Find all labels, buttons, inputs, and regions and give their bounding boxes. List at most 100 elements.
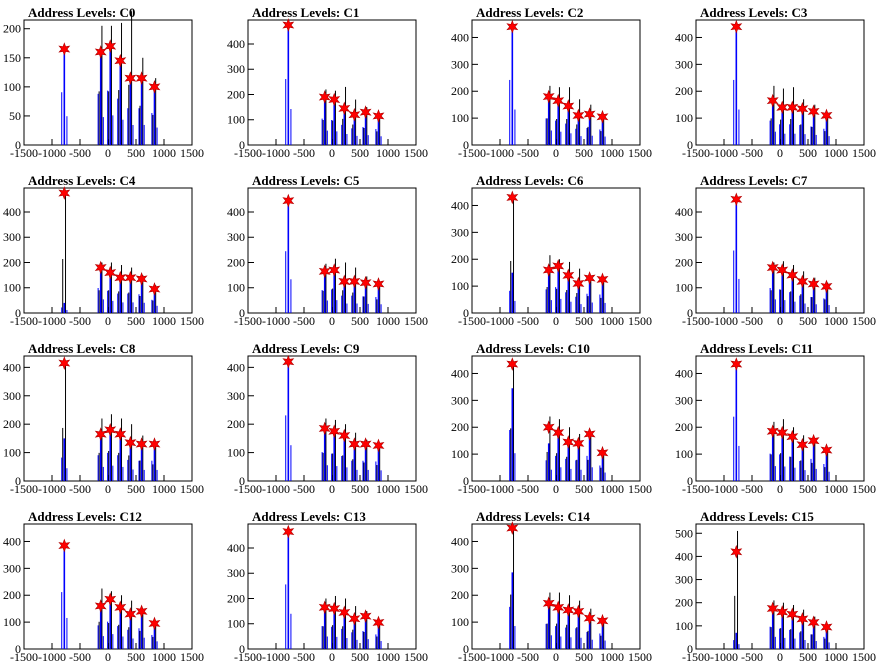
x-tick-label: 1000 [824, 650, 848, 664]
x-tick-label: -1000 [710, 146, 738, 160]
y-tick-label: 300 [675, 573, 693, 587]
x-tick-label: 500 [127, 482, 145, 496]
peak-marker [820, 108, 833, 123]
y-tick-label: 300 [451, 561, 469, 575]
y-tick-label: 300 [675, 57, 693, 71]
x-tick-label: 0 [329, 146, 335, 160]
x-tick-label: -500 [741, 650, 763, 664]
peak-marker [596, 109, 609, 124]
y-tick-label: 400 [3, 360, 21, 374]
y-tick-label: 300 [227, 389, 245, 403]
x-tick-label: 1000 [600, 314, 624, 328]
x-tick-label: -1500 [234, 650, 262, 664]
x-tick-label: 500 [351, 146, 369, 160]
x-tick-label: 0 [777, 146, 783, 160]
peak-marker [338, 274, 351, 289]
x-tick-label: 1000 [152, 146, 176, 160]
y-tick-label: 100 [451, 279, 469, 293]
peak-marker [114, 270, 127, 285]
y-tick-label: 100 [3, 615, 21, 629]
x-tick-label: 0 [777, 314, 783, 328]
x-tick-label: -500 [69, 314, 91, 328]
subplot-10: Address Levels: C10 0 100 200 300 400 -1500 -10… [451, 341, 652, 496]
peak-marker [58, 186, 71, 200]
y-tick-label: 100 [451, 447, 469, 461]
peak-marker [786, 268, 799, 282]
subplot-13: Address Levels: C13 0 100 200 300 400 -1500 -10… [227, 509, 428, 664]
peak-marker [135, 71, 148, 86]
peak-marker [572, 276, 585, 291]
peak-marker [807, 433, 820, 448]
peak-marker [328, 92, 341, 107]
y-tick-label: 100 [227, 113, 245, 127]
x-tick-label: 500 [575, 650, 593, 664]
peak-marker [786, 100, 799, 115]
x-tick-label: -1000 [262, 314, 290, 328]
y-tick-label: 200 [3, 417, 21, 431]
subplot-12: Address Levels: C12 0 100 200 300 400 -1500 -10… [3, 509, 204, 664]
x-tick-label: -1500 [10, 314, 38, 328]
y-tick-label: 300 [451, 393, 469, 407]
y-tick-label: 300 [451, 225, 469, 239]
peak-marker [282, 354, 295, 369]
x-tick-label: -1000 [710, 482, 738, 496]
y-tick-label: 400 [675, 30, 693, 44]
x-tick-label: 0 [777, 482, 783, 496]
x-tick-label: -500 [69, 482, 91, 496]
peak-marker [148, 79, 161, 94]
subplot-15: Address Levels: C15 0 100 200 300 400 500 -1500… [675, 509, 876, 664]
x-tick-label: -500 [517, 482, 539, 496]
peak-marker [328, 263, 341, 277]
peak-marker [596, 613, 609, 628]
x-tick-label: 1500 [180, 482, 204, 496]
x-tick-label: 0 [553, 146, 559, 160]
peak-marker [372, 277, 385, 291]
y-tick-label: 0 [239, 642, 245, 656]
peak-marker [104, 592, 117, 607]
subplot-9: Address Levels: C9 0 100 200 300 400 -1500 -100… [227, 341, 428, 496]
x-tick-label: -500 [293, 650, 315, 664]
y-tick-label: 400 [451, 198, 469, 212]
y-tick-label: 400 [675, 366, 693, 380]
peak-marker [94, 260, 107, 275]
y-tick-label: 100 [451, 111, 469, 125]
x-tick-label: 1500 [628, 314, 652, 328]
y-tick-label: 300 [3, 389, 21, 403]
peak-marker [114, 427, 127, 441]
x-tick-label: 0 [553, 482, 559, 496]
x-tick-label: -1000 [262, 650, 290, 664]
peak-marker [572, 108, 585, 123]
peak-marker [282, 524, 295, 539]
peak-marker [583, 611, 596, 625]
peak-marker [338, 428, 351, 443]
peak-marker [338, 605, 351, 620]
x-tick-label: 0 [329, 482, 335, 496]
x-tick-label: 1500 [628, 650, 652, 664]
x-tick-label: -1500 [234, 314, 262, 328]
y-tick-label: 100 [675, 447, 693, 461]
peak-marker [148, 437, 161, 451]
peak-marker [786, 607, 799, 622]
peak-marker [807, 104, 820, 119]
x-tick-label: -1000 [38, 314, 66, 328]
peak-marker [114, 53, 127, 68]
x-tick-label: -1000 [486, 146, 514, 160]
x-tick-label: -500 [69, 146, 91, 160]
y-tick-label: 100 [227, 281, 245, 295]
peak-marker [372, 615, 385, 630]
subplot-title: Address Levels: C9 [252, 341, 360, 356]
peak-marker [562, 99, 575, 113]
peak-marker [807, 277, 820, 291]
peak-marker [776, 425, 789, 440]
x-tick-label: -500 [741, 146, 763, 160]
peak-marker [506, 521, 519, 535]
y-tick-label: 0 [239, 138, 245, 152]
subplot-3: Address Levels: C3 0 100 200 300 400 -1500 -100… [675, 5, 876, 160]
peak-marker [359, 275, 372, 290]
peak-marker [124, 71, 137, 86]
x-tick-label: -500 [293, 314, 315, 328]
y-tick-label: 100 [227, 446, 245, 460]
peak-marker [318, 600, 331, 615]
peak-marker [583, 107, 596, 121]
peak-marker [94, 427, 107, 441]
